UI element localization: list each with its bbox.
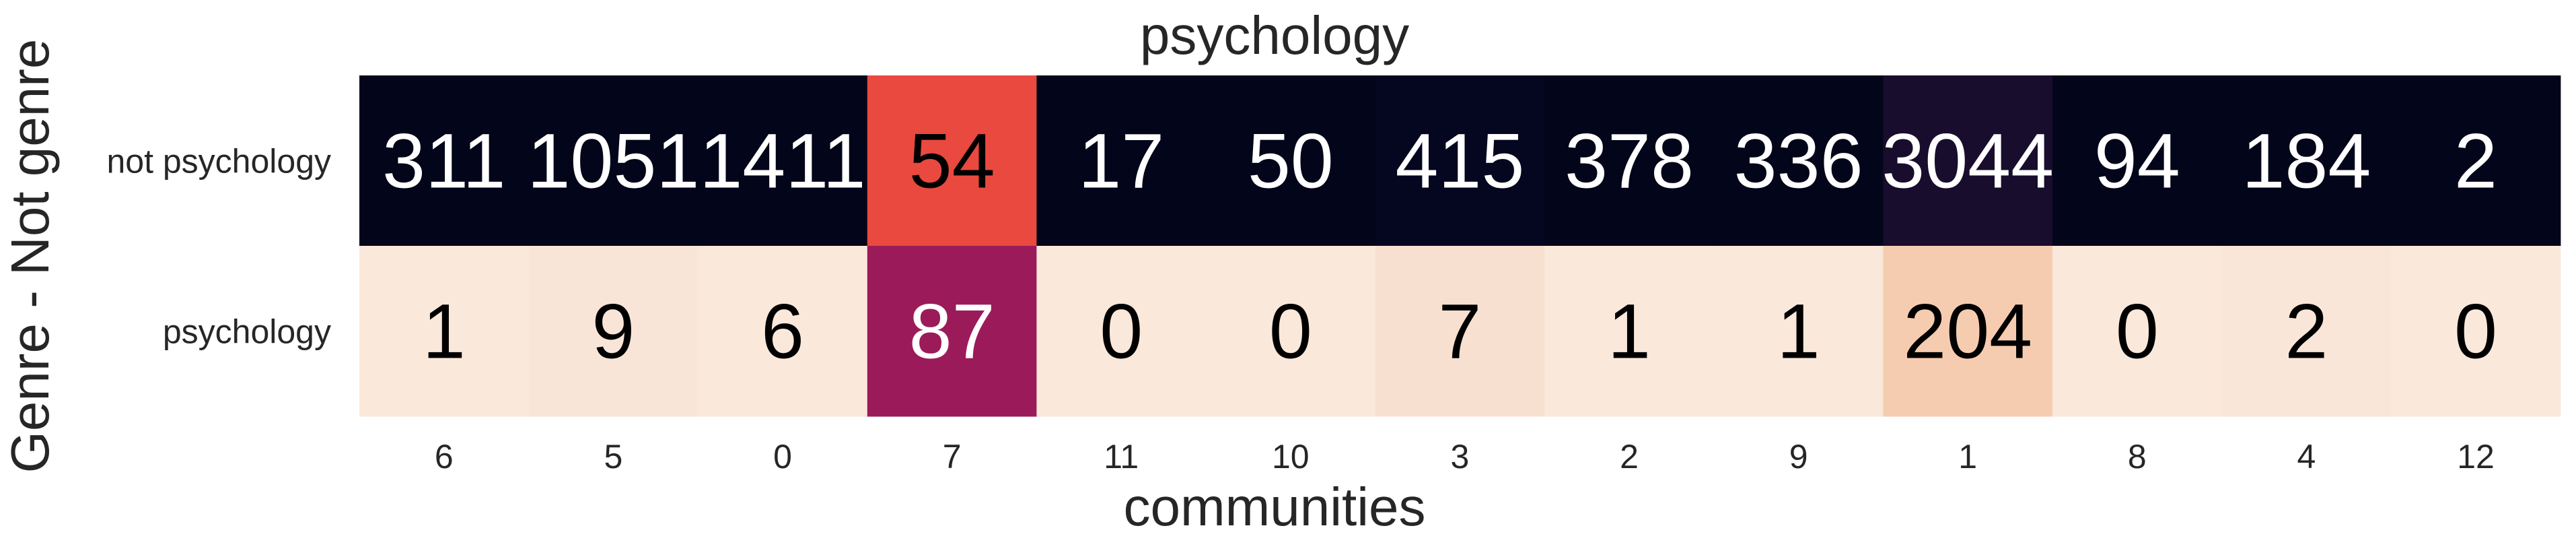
- cell-value-label: 17: [1078, 119, 1164, 205]
- heatmap-cell: [1206, 75, 1376, 247]
- cell-value-label: 1: [1777, 289, 1820, 375]
- cell-value-label: 94: [2094, 119, 2180, 205]
- x-tick-label: 6: [435, 438, 454, 476]
- heatmap-cell: [1544, 75, 1715, 247]
- x-tick-label: 1: [1958, 438, 1977, 476]
- y-axis-label: Genre - Not genre: [0, 39, 60, 473]
- cell-value-label: 1: [1608, 289, 1651, 375]
- cell-value-label: 184: [2242, 119, 2371, 205]
- cell-value-label: 0: [1269, 289, 1312, 375]
- heatmap-cell: [1713, 75, 1884, 247]
- x-tick-labels: 6 5 0 7 11 10 3 2 9 1 8 4 12: [435, 438, 2495, 476]
- heatmap-cell: [2221, 75, 2392, 247]
- cell-value-label: 3044: [1882, 119, 2054, 205]
- cell-value-label: 6: [761, 289, 804, 375]
- heatmap-cell: [698, 75, 868, 247]
- cell-value-label: 0: [1100, 289, 1143, 375]
- heatmap-cell: [528, 246, 699, 417]
- cell-value-label: 50: [1248, 119, 1334, 205]
- heatmap-cell: [1883, 246, 2053, 417]
- heatmap-cell: [1883, 75, 2053, 247]
- cell-value-label: 0: [2116, 289, 2159, 375]
- x-tick-label: 7: [943, 438, 962, 476]
- x-tick-label: 10: [1272, 438, 1310, 476]
- cell-value-label: 87: [909, 289, 995, 375]
- heatmap-cell: [1375, 246, 1545, 417]
- heatmap-cell: [1036, 75, 1207, 247]
- heatmap-cell: [1713, 246, 1884, 417]
- x-tick-label: 5: [604, 438, 622, 476]
- cell-value-label: 54: [909, 119, 995, 205]
- cell-value-label: 1051: [527, 119, 699, 205]
- heatmap-cell: [359, 246, 530, 417]
- heatmap-cell: [2052, 246, 2223, 417]
- x-tick-label: 12: [2457, 438, 2495, 476]
- heatmap-cell: [2221, 246, 2392, 417]
- x-axis-label: communities: [1123, 477, 1425, 537]
- x-tick-label: 3: [1450, 438, 1469, 476]
- y-tick-label: not psychology: [106, 143, 331, 181]
- cell-value-label: 7: [1438, 289, 1481, 375]
- cell-value-label: 311: [382, 119, 505, 205]
- cell-value-label: 2: [2285, 289, 2328, 375]
- cell-value-label: 415: [1395, 119, 1524, 205]
- heatmap-cell: [867, 246, 1037, 417]
- heatmap-cell: [867, 75, 1037, 247]
- heatmap-cell: [2391, 75, 2561, 247]
- heatmap-cells: [359, 75, 2561, 417]
- cell-value-label: 378: [1565, 119, 1694, 205]
- cell-value-label: 1: [423, 289, 466, 375]
- y-tick-labels: not psychology psychology: [106, 143, 331, 351]
- heatmap-cell: [1036, 246, 1207, 417]
- heatmap-cell: [1206, 246, 1376, 417]
- cell-value-label: 1411: [699, 119, 865, 205]
- heatmap-cell: [528, 75, 699, 247]
- cell-value-label: 2: [2454, 119, 2497, 205]
- heatmap-cell: [1544, 246, 1715, 417]
- y-tick-label: psychology: [163, 313, 331, 351]
- cell-value-label: 0: [2454, 289, 2497, 375]
- heatmap-cell: [698, 246, 868, 417]
- heatmap-cell: [2052, 75, 2223, 247]
- cell-value-labels: 311 1051 1411 54 17 50 415 378 336 3044 94 184 21 9 6 8…: [382, 119, 2497, 375]
- cell-value-label: 9: [592, 289, 635, 375]
- heatmap-cell: [359, 75, 530, 247]
- x-tick-label: 9: [1789, 438, 1808, 476]
- x-tick-label: 2: [1620, 438, 1639, 476]
- cell-value-label: 204: [1903, 289, 2032, 375]
- heatmap-cell: [1375, 75, 1545, 247]
- chart-title: psychology: [1140, 5, 1409, 65]
- heatmap-cell: [2391, 246, 2561, 417]
- x-tick-label: 0: [773, 438, 792, 476]
- x-tick-label: 8: [2128, 438, 2147, 476]
- cell-value-label: 336: [1734, 119, 1863, 205]
- x-tick-label: 11: [1104, 438, 1139, 476]
- x-tick-label: 4: [2297, 438, 2316, 476]
